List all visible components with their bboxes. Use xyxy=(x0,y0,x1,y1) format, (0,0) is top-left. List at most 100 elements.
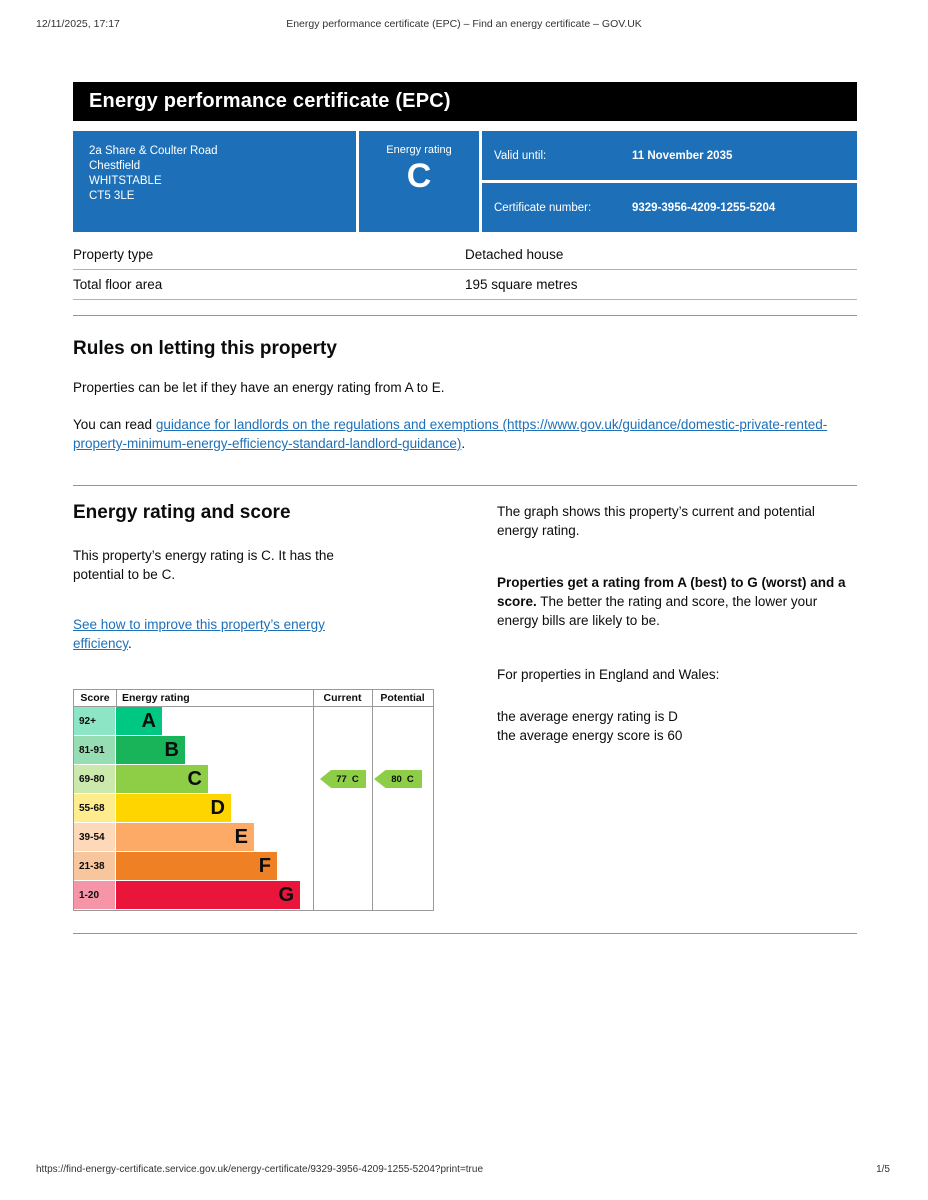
print-datetime: 12/11/2025, 17:17 xyxy=(36,18,120,30)
average-rating-line: the average energy rating is D xyxy=(497,709,678,724)
property-address: 2a Share & Coulter Road Chestfield WHITS… xyxy=(73,131,356,232)
potential-rating-indicator: 80 C xyxy=(374,770,422,788)
rating-explainer: Properties get a rating from A (best) to… xyxy=(497,573,857,630)
floor-area-label: Total floor area xyxy=(73,269,465,300)
band-bar: C xyxy=(116,765,208,793)
address-line: WHITSTABLE xyxy=(89,175,162,187)
averages-paragraph: the average energy rating is D the averag… xyxy=(497,707,857,745)
rating-explainer-bold: Properties get a rating from A (best) to… xyxy=(497,575,846,609)
band-bar: B xyxy=(116,736,185,764)
chart-gridline xyxy=(313,690,314,910)
browser-print-footer: https://find-energy-certificate.service.… xyxy=(0,1164,928,1178)
certificate-page: Energy performance certificate (EPC) 2a … xyxy=(73,82,857,934)
valid-until-row: Valid until: 11 November 2035 xyxy=(482,131,857,180)
average-score-line: the average energy score is 60 xyxy=(497,728,683,743)
epc-band-row-f: 21-38 F xyxy=(74,852,433,881)
chart-gridline xyxy=(372,690,373,910)
guidance-paragraph: You can read guidance for landlords on t… xyxy=(73,415,843,453)
rating-explainer-rest: The better the rating and score, the low… xyxy=(497,594,818,628)
letting-rules-paragraph: Properties can be let if they have an en… xyxy=(73,380,445,395)
floor-area-value: 195 square metres xyxy=(465,269,857,300)
browser-print-header: 12/11/2025, 17:17 Energy performance cer… xyxy=(0,18,928,32)
property-type-label: Property type xyxy=(73,240,465,270)
epc-band-row-a: 92+ A xyxy=(74,707,433,736)
band-bar: D xyxy=(116,794,231,822)
band-letter: B xyxy=(164,739,179,761)
energy-rating-section: Energy rating and score This property’s … xyxy=(73,486,857,911)
epc-band-row-g: 1-20 G xyxy=(74,881,433,910)
graph-intro: The graph shows this property’s current … xyxy=(497,504,815,538)
property-type-value: Detached house xyxy=(465,240,857,270)
rating-left-column: Energy rating and score This property’s … xyxy=(73,486,434,911)
print-url: https://find-energy-certificate.service.… xyxy=(36,1164,484,1175)
rating-intro: This property’s energy rating is C. It h… xyxy=(73,548,334,582)
print-page-indicator: 1/5 xyxy=(876,1164,890,1175)
chart-gridline xyxy=(116,690,117,707)
potential-band: C xyxy=(406,773,414,785)
print-document-title: Energy performance certificate (EPC) – F… xyxy=(286,18,642,30)
improve-efficiency-link[interactable]: See how to improve this property’s energ… xyxy=(73,617,325,651)
region-line: For properties in England and Wales: xyxy=(497,667,720,682)
current-score: 77 xyxy=(336,773,347,785)
section-divider xyxy=(73,485,857,486)
guidance-prefix: You can read xyxy=(73,417,156,432)
energy-rating-letter: C xyxy=(406,157,432,195)
certificate-meta: Valid until: 11 November 2035 Certificat… xyxy=(482,131,857,232)
address-line: 2a Share & Coulter Road xyxy=(89,145,218,157)
certificate-number-row: Certificate number: 9329-3956-4209-1255-… xyxy=(482,183,857,232)
chart-header-rating: Energy rating xyxy=(122,692,190,704)
table-row: Property type Detached house xyxy=(73,240,857,270)
energy-rating-label: Energy rating xyxy=(386,144,452,156)
guidance-link[interactable]: guidance for landlords on the regulation… xyxy=(73,417,828,451)
certificate-number-label: Certificate number: xyxy=(494,201,592,214)
band-score-range: 1-20 xyxy=(74,881,115,909)
band-bar: A xyxy=(116,707,162,735)
current-rating-indicator: 77 C xyxy=(320,770,366,788)
guidance-suffix: . xyxy=(461,436,466,451)
epc-band-row-d: 55-68 D xyxy=(74,794,433,823)
epc-band-row-c: 69-80 C xyxy=(74,765,433,794)
rating-right-column: The graph shows this property’s current … xyxy=(497,486,857,911)
chart-header-current: Current xyxy=(323,692,362,704)
property-details-table: Property type Detached house Total floor… xyxy=(73,240,857,300)
valid-until-label: Valid until: xyxy=(494,149,547,162)
band-score-range: 55-68 xyxy=(74,794,115,822)
band-letter: E xyxy=(234,826,248,848)
chart-header-potential: Potential xyxy=(380,692,425,704)
potential-score: 80 xyxy=(391,773,402,785)
section-divider xyxy=(73,933,857,934)
energy-rating-box: Energy rating C xyxy=(359,131,479,232)
improve-suffix: . xyxy=(128,636,132,651)
band-letter: F xyxy=(258,855,271,877)
current-band: C xyxy=(351,773,359,785)
letting-rules-section: Rules on letting this property Propertie… xyxy=(73,338,857,453)
page-title: Energy performance certificate (EPC) xyxy=(89,90,451,112)
energy-rating-chart: Score Energy rating Current Potential 92… xyxy=(73,689,434,911)
band-bar: F xyxy=(116,852,277,880)
certificate-summary: 2a Share & Coulter Road Chestfield WHITS… xyxy=(73,131,857,232)
certificate-title-banner: Energy performance certificate (EPC) xyxy=(73,82,857,121)
epc-band-row-e: 39-54 E xyxy=(74,823,433,852)
certificate-number-value: 9329-3956-4209-1255-5204 xyxy=(632,201,776,214)
table-row: Total floor area 195 square metres xyxy=(73,269,857,300)
band-letter: A xyxy=(141,710,156,732)
band-score-range: 21-38 xyxy=(74,852,115,880)
improve-paragraph: See how to improve this property’s energ… xyxy=(73,615,385,653)
band-bar: E xyxy=(116,823,254,851)
band-score-range: 69-80 xyxy=(74,765,115,793)
band-letter: D xyxy=(210,797,225,819)
address-line: Chestfield xyxy=(89,160,141,172)
band-score-range: 39-54 xyxy=(74,823,115,851)
band-letter: C xyxy=(187,768,202,790)
rating-section-heading: Energy rating and score xyxy=(73,502,291,523)
section-divider xyxy=(73,315,857,316)
chart-header: Score Energy rating Current Potential xyxy=(74,690,433,707)
epc-band-row-b: 81-91 B xyxy=(74,736,433,765)
chart-header-score: Score xyxy=(80,692,110,704)
band-bar: G xyxy=(116,881,300,909)
band-letter: G xyxy=(278,884,294,906)
band-score-range: 81-91 xyxy=(74,736,115,764)
band-score-range: 92+ xyxy=(74,707,115,735)
valid-until-value: 11 November 2035 xyxy=(632,149,733,162)
letting-rules-heading: Rules on letting this property xyxy=(73,338,337,359)
